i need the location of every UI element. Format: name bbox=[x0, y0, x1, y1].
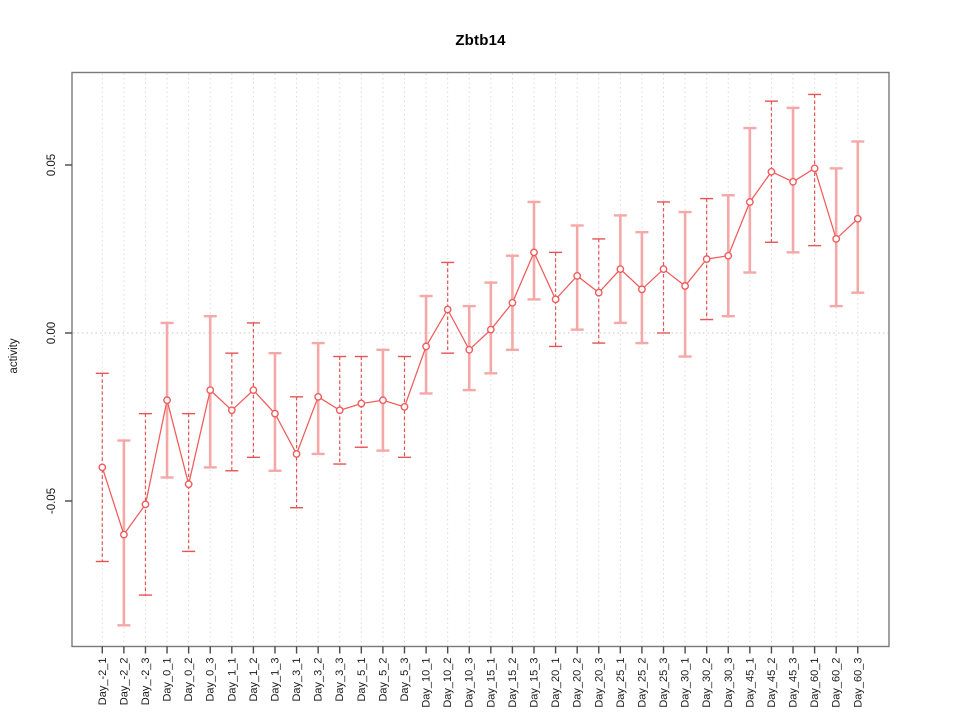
x-tick-label: Day_5_3 bbox=[399, 658, 411, 702]
data-point bbox=[141, 500, 150, 509]
data-point bbox=[616, 265, 625, 274]
chart-title: Zbtb14 bbox=[455, 32, 506, 49]
x-tick-label: Day_0_1 bbox=[162, 658, 174, 702]
y-tick-label: 0.05 bbox=[46, 154, 58, 176]
x-tick-label: Day_0_3 bbox=[205, 658, 217, 702]
data-point bbox=[227, 406, 236, 415]
data-point bbox=[659, 265, 668, 274]
data-point bbox=[422, 342, 430, 351]
x-tick-label: Day_5_1 bbox=[356, 658, 368, 702]
x-tick-label: Day_1_1 bbox=[226, 658, 238, 702]
data-point bbox=[853, 214, 862, 223]
series-line bbox=[101, 167, 859, 536]
y-tick-label: 0.00 bbox=[46, 322, 58, 344]
data-point bbox=[163, 396, 171, 405]
x-tick-label: Day_45_3 bbox=[788, 658, 800, 708]
data-point bbox=[249, 386, 258, 395]
x-tick-label: Day_20_2 bbox=[572, 658, 584, 708]
data-point bbox=[184, 480, 193, 489]
data-point bbox=[832, 235, 841, 243]
data-point bbox=[335, 406, 344, 415]
data-point bbox=[357, 399, 366, 408]
plot-box bbox=[71, 71, 890, 648]
data-point bbox=[98, 463, 107, 472]
x-tick-label: Day_10_1 bbox=[421, 658, 433, 708]
data-point bbox=[400, 403, 409, 411]
x-tick-label: Day_30_2 bbox=[701, 658, 713, 708]
x-tick-label: Day_3_1 bbox=[291, 658, 303, 702]
data-point bbox=[292, 450, 301, 458]
x-tick-label: Day_1_3 bbox=[269, 658, 281, 702]
data-point bbox=[443, 305, 452, 314]
x-tick-label: Day_3_3 bbox=[334, 658, 346, 702]
x-tick-label: Day_20_1 bbox=[550, 658, 562, 708]
data-point bbox=[486, 325, 495, 334]
data-point bbox=[379, 396, 387, 405]
x-tick-label: Day_0_2 bbox=[183, 658, 195, 702]
x-tick-label: Day_-2_3 bbox=[140, 658, 152, 706]
x-tick-label: Day_20_3 bbox=[593, 658, 605, 708]
data-point bbox=[594, 288, 603, 297]
x-tick-label: Day_10_2 bbox=[442, 658, 454, 708]
x-tick-label: Day_10_3 bbox=[464, 658, 476, 708]
data-point bbox=[681, 282, 689, 290]
data-point bbox=[638, 285, 646, 294]
y-axis-title: activity bbox=[8, 338, 20, 374]
x-tick-label: Day_25_3 bbox=[658, 658, 670, 708]
x-tick-label: Day_15_2 bbox=[507, 658, 519, 708]
data-point bbox=[119, 530, 128, 539]
data-point bbox=[530, 248, 538, 257]
data-point bbox=[724, 251, 733, 260]
x-tick-label: Day_45_1 bbox=[744, 658, 756, 708]
x-tick-label: Day_60_1 bbox=[809, 658, 821, 708]
data-point bbox=[508, 298, 517, 307]
x-tick-label: Day_25_2 bbox=[636, 658, 648, 708]
x-tick-label: Day_15_1 bbox=[485, 658, 497, 708]
x-tick-label: Day_15_3 bbox=[529, 658, 541, 708]
x-tick-label: Day_-2_1 bbox=[97, 658, 109, 706]
x-tick-label: Day_60_2 bbox=[831, 658, 843, 708]
x-tick-label: Day_30_3 bbox=[723, 658, 735, 708]
x-tick-label: Day_60_3 bbox=[852, 658, 864, 708]
data-point bbox=[810, 164, 819, 173]
data-point bbox=[314, 392, 323, 401]
data-point bbox=[745, 198, 754, 206]
x-tick-label: Day_1_2 bbox=[248, 658, 260, 702]
x-tick-label: Day_45_2 bbox=[766, 658, 778, 708]
data-point bbox=[465, 345, 474, 354]
x-tick-label: Day_5_2 bbox=[377, 658, 389, 702]
data-point bbox=[767, 167, 776, 176]
x-tick-label: Day_30_1 bbox=[680, 658, 692, 708]
data-point bbox=[271, 409, 279, 418]
y-tick-label: -0.05 bbox=[46, 488, 58, 514]
data-point bbox=[702, 255, 711, 263]
x-tick-label: Day_-2_2 bbox=[118, 658, 130, 706]
data-point bbox=[573, 271, 582, 280]
data-point bbox=[206, 386, 215, 395]
data-point bbox=[551, 295, 560, 304]
x-tick-label: Day_3_2 bbox=[313, 658, 325, 702]
x-tick-label: Day_25_1 bbox=[615, 658, 627, 708]
data-point bbox=[789, 177, 797, 186]
